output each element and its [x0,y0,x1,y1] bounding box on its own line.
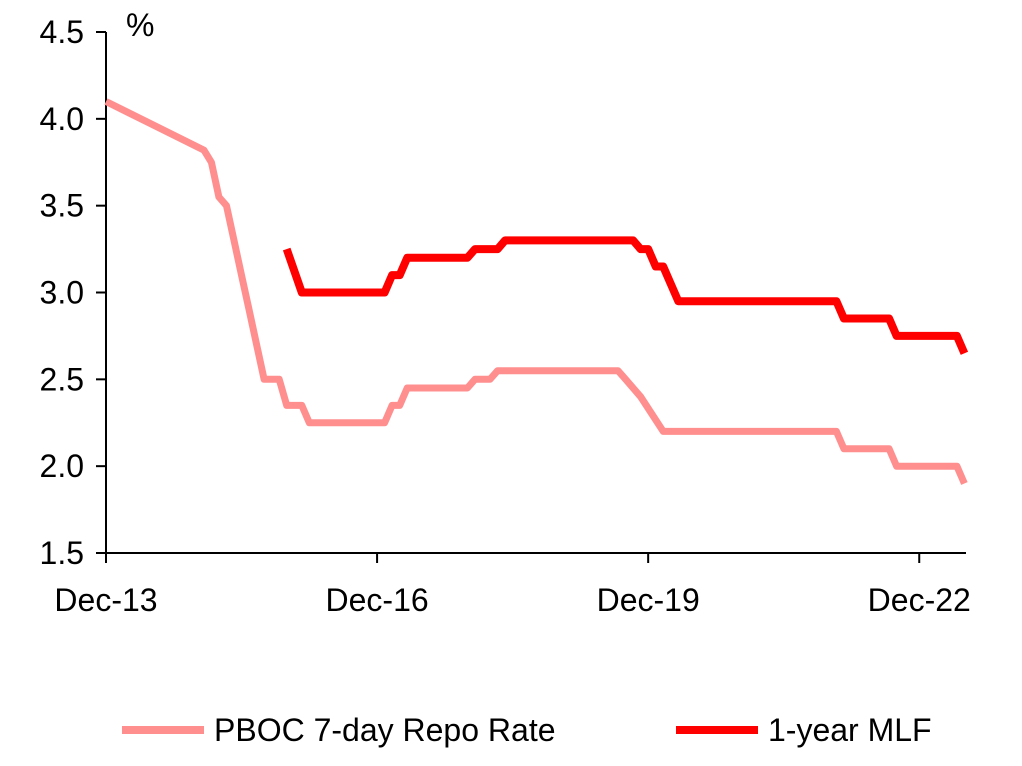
series-layer [104,98,969,485]
legend-item-repo: PBOC 7-day Repo Rate [122,708,556,752]
line-chart: 1.5 2.0 2.5 3.0 3.5 4.0 4.5 Dec-13 Dec-16 Dec-19 D… [40,7,971,618]
y-axis-unit-label: % [126,7,154,43]
y-tick-label: 1.5 [40,535,84,571]
y-tick-label: 4.0 [40,101,84,137]
legend: PBOC 7-day Repo Rate 1-year MLF [0,700,1022,760]
y-tick-label: 3.0 [40,275,84,311]
y-tick-label: 2.5 [40,361,84,397]
legend-swatch-mlf [676,726,758,734]
y-tick-label: 3.5 [40,188,84,224]
axes: 1.5 2.0 2.5 3.0 3.5 4.0 4.5 Dec-13 Dec-16 Dec-19 D… [40,14,971,618]
x-tick-label: Dec-16 [326,582,429,618]
mlf-line [282,236,969,355]
x-tick-label: Dec-13 [54,582,157,618]
legend-item-mlf: 1-year MLF [676,708,932,752]
x-tick-label: Dec-19 [597,582,700,618]
legend-swatch-repo [122,726,204,734]
y-tick-label: 4.5 [40,14,84,50]
x-tick-label: Dec-22 [868,582,971,618]
y-tick-label: 2.0 [40,448,84,484]
legend-label-repo: PBOC 7-day Repo Rate [214,711,556,748]
repo-rate-line [104,98,968,485]
legend-label-mlf: 1-year MLF [768,711,932,748]
